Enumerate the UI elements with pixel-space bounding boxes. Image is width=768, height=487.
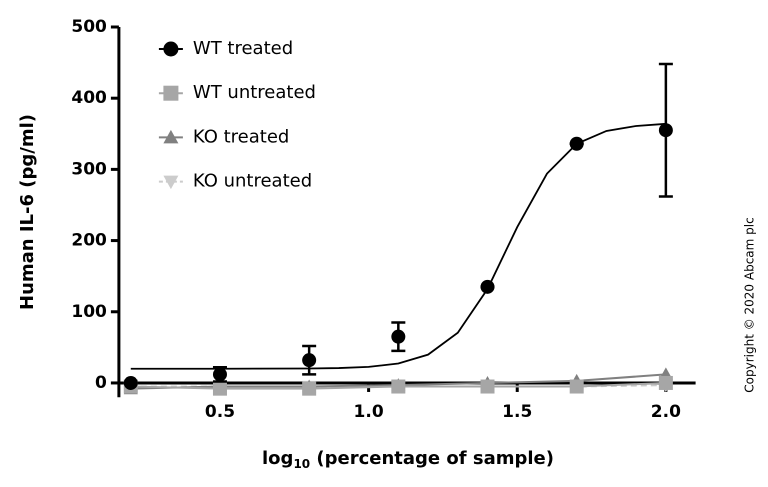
legend-label: KO treated bbox=[193, 126, 289, 147]
data-point bbox=[123, 375, 138, 390]
y-tick-label: 100 bbox=[71, 302, 107, 322]
data-point bbox=[569, 136, 584, 151]
data-point bbox=[212, 367, 227, 382]
x-label-sub: 10 bbox=[293, 457, 310, 471]
y-tick-label: 200 bbox=[71, 231, 107, 251]
legend-marker bbox=[163, 129, 179, 144]
data-point bbox=[569, 379, 584, 394]
x-label-rest: (percentage of sample) bbox=[310, 448, 554, 469]
data-point bbox=[212, 381, 227, 396]
data-point bbox=[302, 381, 317, 396]
legend-label: WT untreated bbox=[193, 82, 316, 103]
data-point bbox=[302, 353, 317, 368]
y-axis-label: Human IL-6 (pg/ml) bbox=[17, 114, 38, 310]
fit-curve bbox=[130, 122, 666, 370]
x-tick-label: 2.0 bbox=[651, 402, 681, 422]
data-point bbox=[480, 379, 495, 394]
x-tick-label: 1.5 bbox=[502, 402, 532, 422]
legend-marker bbox=[163, 175, 179, 190]
legend-label: KO untreated bbox=[193, 171, 312, 192]
data-point bbox=[391, 329, 406, 344]
data-point bbox=[480, 279, 495, 294]
legend-marker bbox=[163, 41, 179, 57]
x-tick-label: 0.5 bbox=[205, 402, 235, 422]
y-tick-label: 0 bbox=[95, 373, 107, 393]
legend-marker bbox=[163, 85, 179, 101]
y-tick-label: 300 bbox=[71, 159, 107, 179]
data-point bbox=[658, 375, 673, 390]
x-label-main: log bbox=[262, 448, 293, 469]
data-point bbox=[658, 123, 673, 138]
data-point bbox=[391, 379, 406, 394]
x-axis-label: log10 (percentage of sample) bbox=[262, 448, 554, 471]
y-tick-label: 400 bbox=[71, 88, 107, 108]
copyright: Copyright © 2020 Abcam plc bbox=[743, 217, 757, 392]
y-tick-label: 500 bbox=[71, 17, 107, 37]
x-tick-label: 1.0 bbox=[354, 402, 384, 422]
legend-label: WT treated bbox=[193, 38, 293, 59]
